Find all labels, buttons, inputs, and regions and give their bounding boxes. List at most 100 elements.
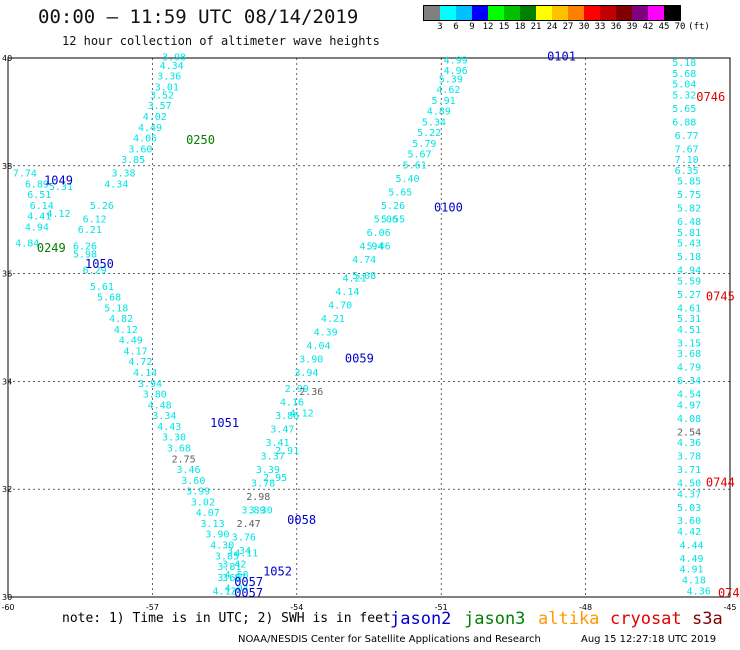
wave-height-value: 5.31 (49, 182, 73, 193)
wave-height-value: 3.90 (299, 355, 323, 366)
colorbar-label: 33 (594, 22, 606, 32)
wave-height-value: 5.68 (672, 69, 696, 80)
wave-height-value: 4.34 (160, 61, 184, 72)
wave-height-value: 3.41 (265, 438, 289, 449)
wave-height-value: 5.85 (677, 177, 701, 188)
wave-height-value: 3.02 (191, 497, 215, 508)
wave-height-value: 4.62 (436, 85, 460, 96)
wave-height-value: 3.52 (150, 90, 174, 101)
wave-height-value: 5.22 (417, 128, 441, 139)
wave-height-value: 4.61 (677, 303, 701, 314)
latitude-tick-label: 36 (2, 270, 12, 279)
wave-height-value: 4.51 (677, 325, 701, 336)
latitude-tick-label: 34 (2, 377, 12, 386)
wave-height-value: 6.34 (677, 376, 701, 387)
colorbar-label: 39 (626, 22, 638, 32)
wave-height-value: 5.08 (352, 271, 376, 282)
colorbar-swatch (520, 6, 536, 20)
wave-height-value: 4.04 (306, 341, 330, 352)
colorbar-label: 30 (578, 22, 590, 32)
colorbar-swatch (616, 6, 632, 20)
colorbar-swatch (424, 6, 440, 20)
pass-time-label: 0057 (234, 586, 263, 600)
wave-height-value: 5.61 (90, 282, 114, 293)
wave-height-value: 5.98 (73, 249, 97, 260)
wave-height-value: 4.41 (27, 212, 51, 223)
longitude-tick-label: -54 (290, 603, 303, 612)
wave-height-value: 3.68 (677, 349, 701, 360)
track-jason2-desc-1049-1051: 3.984.343.363.013.523.574.024.494.053.60… (73, 53, 249, 595)
pass-time-label: 1051 (210, 416, 239, 430)
colorbar-label: 27 (562, 22, 574, 32)
track-jason3-desc-0249-0250: 7.746.896.516.144.414.94 4.84 5.31 4.12 (13, 169, 73, 250)
wave-height-value: 4.94 (25, 222, 49, 233)
pass-time-label: 0057 (234, 575, 263, 589)
satellite-tracks: 3.984.343.363.013.523.574.024.494.053.60… (13, 53, 711, 598)
wave-height-value: 6.48 (677, 217, 701, 228)
wave-height-value: 4.72 (128, 357, 152, 368)
legend-jason2: jason2 (390, 609, 452, 629)
colorbar-label: 18 (514, 22, 526, 32)
wave-height-value: 5.18 (672, 58, 696, 69)
wave-height-value: 3.98 (162, 53, 186, 64)
wave-height-value: 4.42 (677, 527, 701, 538)
longitude-tick-label: -51 (435, 603, 448, 612)
wave-height-value: 6.35 (675, 166, 699, 177)
wave-height-value: 6.77 (675, 131, 699, 142)
wave-height-value: 5.39 (439, 74, 463, 85)
colorbar-label: 42 (642, 22, 654, 32)
wave-height-value: 4.97 (677, 400, 701, 411)
pass-time-label: 0250 (186, 133, 215, 147)
wave-height-value: 2.54 (677, 427, 701, 438)
wave-height-value: 5.61 (403, 160, 427, 171)
wave-height-value: 4.94 (677, 266, 701, 277)
wave-height-value: 4.37 (677, 489, 701, 500)
colorbar-swatch (552, 6, 568, 20)
wave-height-value: 2.75 (172, 454, 196, 465)
colorbar-label: (ft) (688, 22, 710, 32)
colorbar-label: 70 (674, 22, 686, 32)
legend-altika: altika (538, 609, 600, 629)
colorbar-label: 12 (482, 22, 494, 32)
wave-height-value: 5.65 (672, 104, 696, 115)
wave-height-value: 4.12 (213, 586, 237, 597)
wave-height-value: 4.08 (677, 414, 701, 425)
wave-height-value: 3.94 (294, 368, 318, 379)
wave-height-value: 3.94 (138, 379, 162, 390)
legend-jason3: jason3 (464, 609, 526, 629)
wave-height-value: 5.03 (677, 503, 701, 514)
wave-height-value: 4.82 (109, 314, 133, 325)
wave-height-value: 6.88 (672, 117, 696, 128)
longitude-tick-label: -48 (579, 603, 592, 612)
wave-height-value: 3.34 (152, 411, 176, 422)
wave-height-value: 5.79 (412, 139, 436, 150)
wave-height-value: 2.95 (263, 473, 287, 484)
wave-height-value: 7.10 (675, 155, 699, 166)
wave-height-value: 3.38 (111, 169, 135, 180)
wave-height-value: 2.91 (275, 446, 299, 457)
wave-height-value: 3.76 (232, 532, 256, 543)
wave-height-value: 3.71 (677, 465, 701, 476)
wave-height-value: 4.05 (133, 134, 157, 145)
wave-height-value: 3.15 (677, 338, 701, 349)
wave-height-value: 6.51 (27, 190, 51, 201)
wave-height-value: 5.26 (381, 201, 405, 212)
wave-height-value: 3.42 (222, 559, 246, 570)
wave-height-value: 3.60 (677, 516, 701, 527)
wave-height-value: 3.60 (181, 476, 205, 487)
colorbar-label: 6 (453, 22, 459, 32)
pass-time-label: 0101 (547, 50, 576, 64)
wave-height-value: 3.57 (148, 101, 172, 112)
longitude-tick-label: -60 (1, 603, 14, 612)
latitude-tick-label: 30 (2, 593, 12, 602)
colorbar-swatch (648, 6, 664, 20)
wave-height-value: 4.39 (314, 328, 338, 339)
wave-height-value: 4.34 (104, 179, 128, 190)
wave-height-value: 3.86 (275, 411, 299, 422)
wave-height-value: 3.68 (167, 443, 191, 454)
wave-height-value: 4.96 (444, 66, 468, 77)
colorbar-label: 45 (658, 22, 670, 32)
wave-height-value: 5.75 (677, 190, 701, 201)
wave-height-value: 3.34 (227, 546, 251, 557)
